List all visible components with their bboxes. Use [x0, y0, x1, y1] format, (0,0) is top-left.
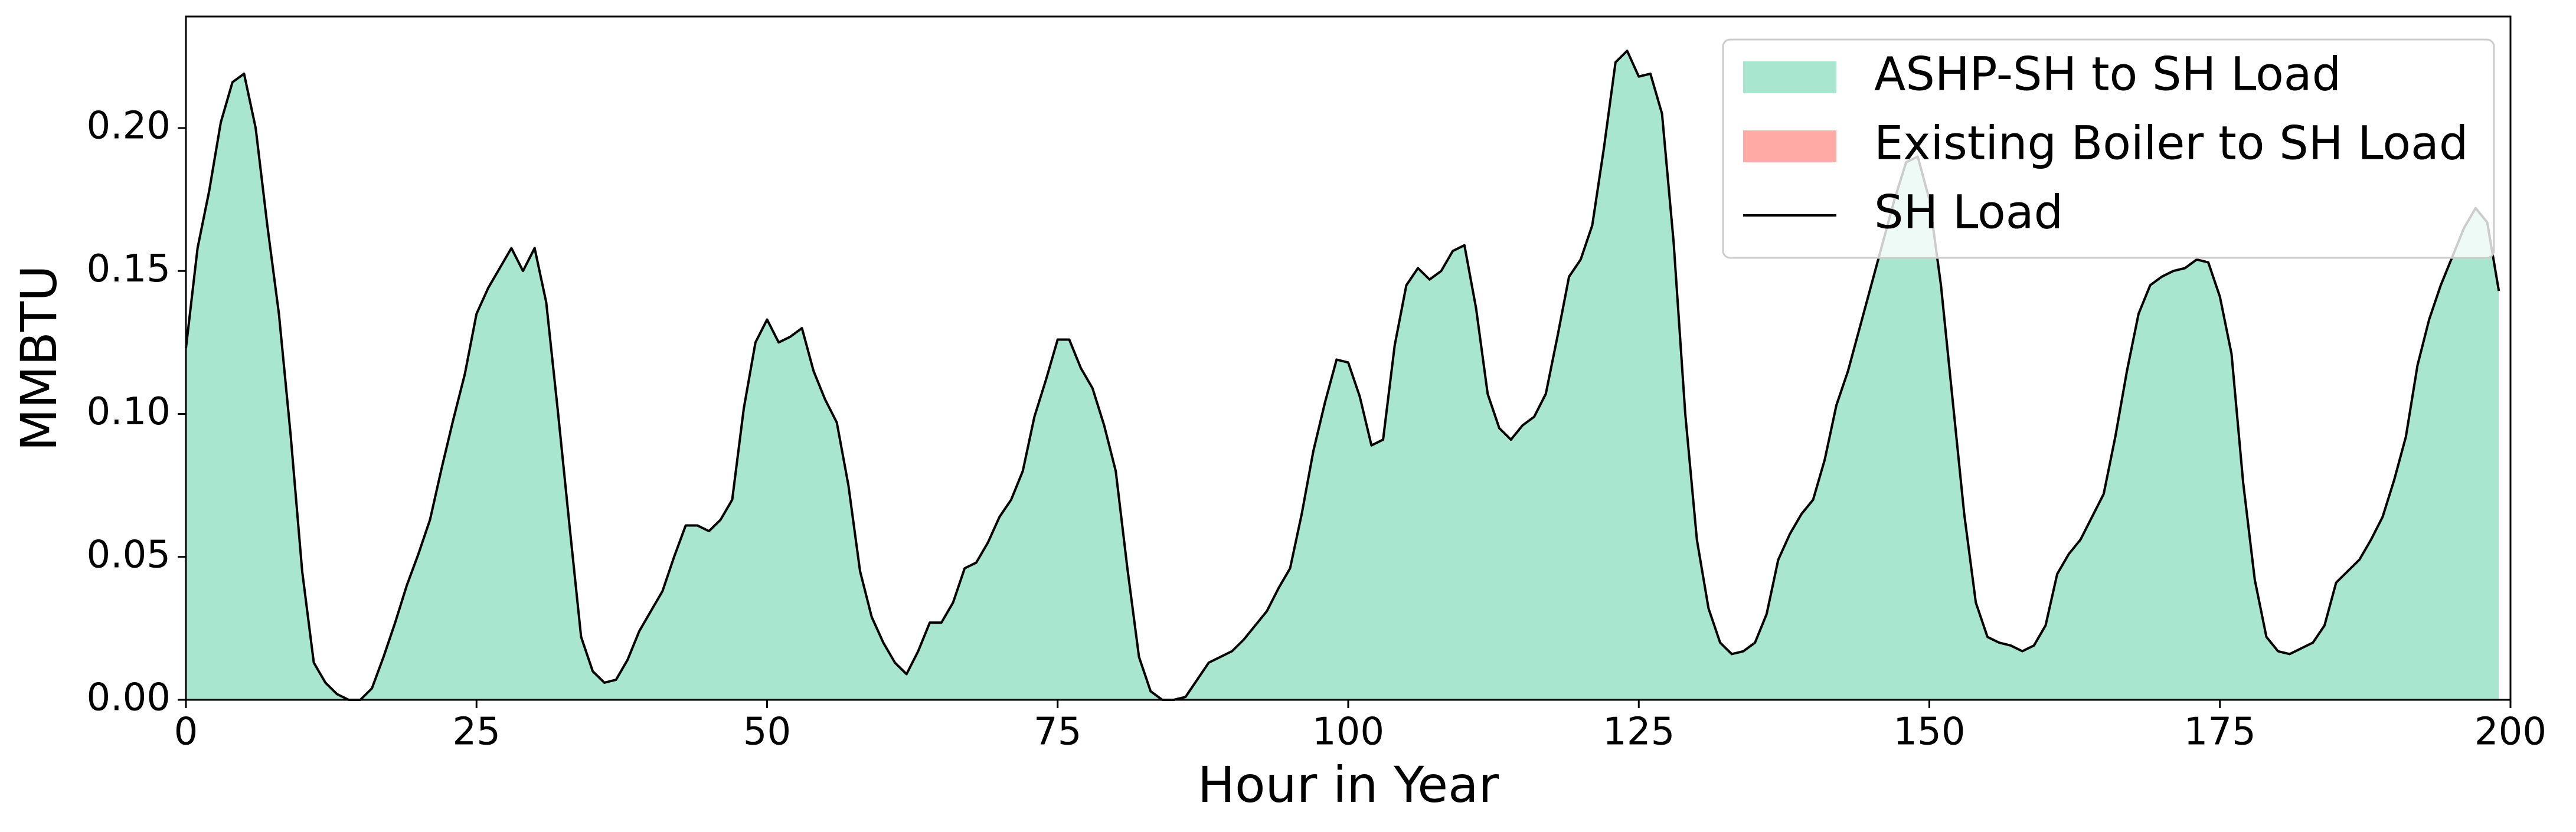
line: [185, 50, 2500, 701]
x-tick-label: 50: [743, 710, 791, 754]
y-tick-label: 0.00: [87, 676, 171, 720]
x-tick-label: 0: [174, 710, 198, 754]
legend-label: SH Load: [1874, 186, 2063, 239]
legend-box: [1722, 38, 2495, 259]
legend-swatch: [1743, 130, 1836, 162]
x-tick-label: 100: [1312, 710, 1384, 754]
x-tick-label: 75: [1034, 710, 1081, 754]
legend-swatch: [1743, 61, 1836, 93]
x-tick-label: 175: [2184, 710, 2256, 754]
y-axis-label: MMBTU: [10, 265, 68, 451]
x-tick-label: 150: [1893, 710, 1965, 754]
x-tick-label: 125: [1603, 710, 1675, 754]
x-axis-label: Hour in Year: [1198, 756, 1499, 814]
x-tick-label: 200: [2474, 710, 2546, 754]
y-tick-label: 0.20: [87, 104, 171, 148]
y-tick-label: 0.10: [87, 390, 171, 434]
y-tick-label: 0.15: [87, 247, 171, 291]
legend-label: Existing Boiler to SH Load: [1874, 117, 2468, 170]
legend-label: ASHP-SH to SH Load: [1874, 48, 2341, 101]
x-tick-label: 25: [453, 710, 501, 754]
y-tick-label: 0.05: [87, 533, 171, 576]
